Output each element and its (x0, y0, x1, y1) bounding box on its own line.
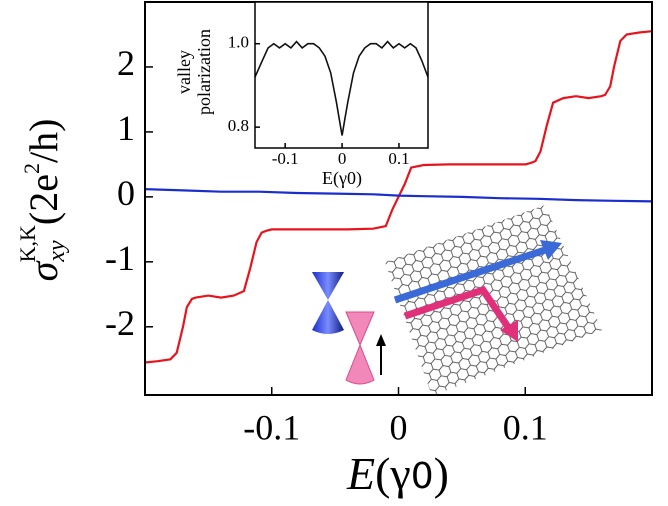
y-tick-label: -2 (105, 303, 135, 343)
arrowhead (376, 334, 386, 346)
illustration (312, 205, 602, 396)
x-tick-label: 0 (390, 407, 408, 447)
x-axis-label-part: E (346, 448, 375, 499)
x-tick-label: -0.1 (272, 149, 299, 168)
dirac-cone-pink (345, 311, 375, 385)
data-line (144, 188, 653, 203)
blue-arrowhead (540, 240, 562, 260)
x-tick-label: -0.1 (243, 407, 300, 447)
data-line (144, 30, 653, 364)
y-axis-label-part: K,K (15, 225, 40, 262)
blue-arrow (393, 246, 547, 304)
inset-y-label: valley (174, 50, 194, 94)
data-line (254, 40, 429, 136)
x-tick-label: 0.1 (388, 149, 409, 168)
y-axis-label-part: (2e (21, 174, 66, 225)
y-axis-label-part: 2 (19, 163, 44, 174)
x-axis-label-part: ) (434, 448, 449, 499)
y-tick-label: 1.0 (228, 33, 249, 52)
y-tick-label: 0.8 (228, 116, 249, 135)
y-tick-label: 2 (117, 43, 135, 83)
y-axis-label: σxyK,K(2e2/h) (15, 119, 69, 282)
x-tick-label: 0.1 (503, 407, 548, 447)
y-axis-label-part: xy (44, 240, 70, 263)
inset-x-label: E(γ0) (322, 168, 362, 189)
pink-arrowhead (500, 320, 518, 342)
x-axis-label: E(γ0) (346, 448, 449, 499)
inset-y-label: polarization (194, 29, 214, 115)
y-axis-label-part: σ (21, 260, 66, 281)
x-axis-label-part: 0 (411, 456, 434, 497)
inset-plot: -0.1 0 0.1 0.8 1.0 E(γ0) valley polarization (174, 1, 429, 189)
pink-arrow (403, 285, 513, 332)
x-axis-label-part: (γ (375, 448, 411, 499)
y-tick-label: -1 (105, 238, 135, 278)
y-axis-label-part: /h) (21, 119, 66, 163)
y-tick-label: 0 (117, 173, 135, 213)
y-tick-label: 1 (117, 108, 135, 148)
plot-area (255, 2, 428, 148)
dirac-cone (312, 272, 344, 334)
x-tick-label: 0 (338, 149, 347, 168)
